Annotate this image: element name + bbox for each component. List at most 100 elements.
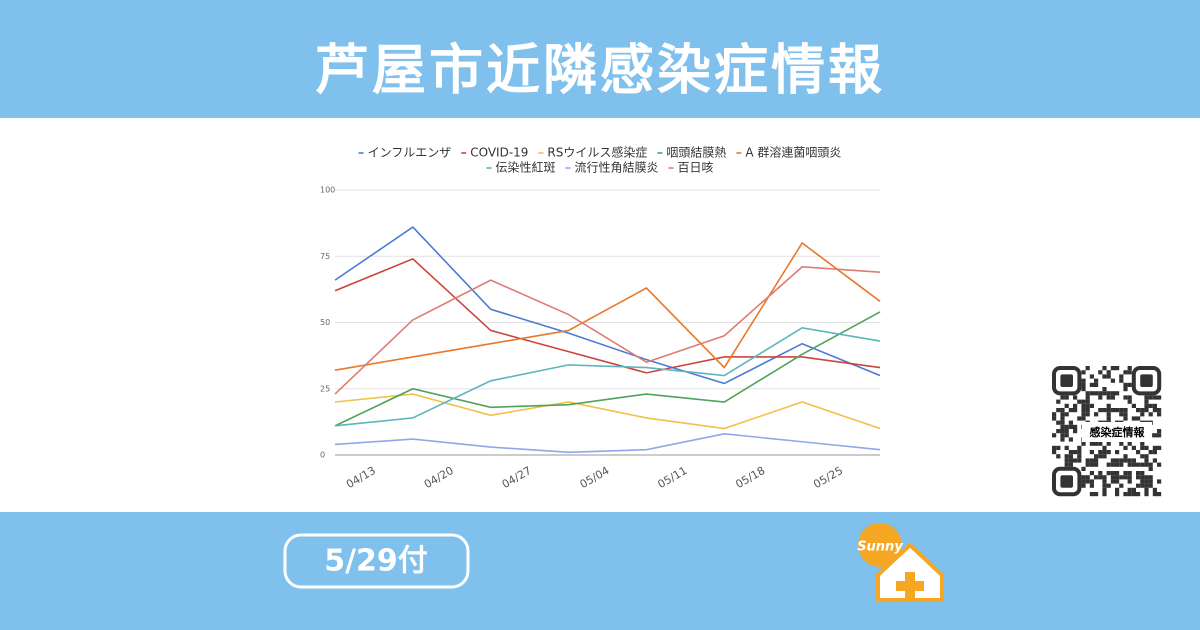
qr-module	[1106, 441, 1111, 446]
qr-module	[1140, 471, 1145, 476]
qr-module	[1123, 471, 1128, 476]
qr-module	[1110, 408, 1115, 413]
qr-module	[1089, 441, 1094, 446]
qr-module	[1085, 395, 1090, 400]
qr-module	[1157, 429, 1162, 434]
qr-module	[1131, 462, 1136, 467]
qr-module	[1102, 445, 1107, 450]
qr-module	[1140, 479, 1145, 484]
qr-module	[1127, 471, 1132, 476]
qr-module	[1115, 475, 1120, 480]
qr-module	[1081, 483, 1086, 488]
y-tick-label: 0	[320, 451, 325, 460]
qr-module	[1098, 450, 1103, 455]
qr-module	[1148, 483, 1153, 488]
series-line	[334, 432, 881, 454]
qr-finder-core	[1060, 475, 1073, 488]
qr-module	[1144, 445, 1149, 450]
qr-module	[1110, 378, 1115, 383]
qr-module	[1106, 450, 1111, 455]
qr-module	[1085, 458, 1090, 463]
qr-module	[1115, 471, 1120, 476]
legend-row: 伝染性紅斑 流行性角結膜炎 百日咳	[486, 160, 714, 175]
qr-module	[1123, 445, 1128, 450]
qr-module	[1094, 458, 1099, 463]
qr-module	[1089, 403, 1094, 408]
qr-module	[1081, 441, 1086, 446]
qr-module	[1127, 370, 1132, 375]
qr-module	[1073, 458, 1078, 463]
qr-module	[1085, 403, 1090, 408]
qr-module	[1127, 382, 1132, 387]
series-line	[334, 311, 881, 427]
qr-module	[1123, 454, 1128, 459]
qr-module	[1052, 433, 1057, 438]
qr-module	[1127, 479, 1132, 484]
qr-module	[1085, 462, 1090, 467]
qr-module	[1106, 374, 1111, 379]
qr-module	[1098, 370, 1103, 375]
qr-module	[1098, 408, 1103, 413]
qr-module	[1119, 458, 1124, 463]
qr-module	[1102, 475, 1107, 480]
legend-label: インフルエンザ	[368, 146, 452, 160]
qr-module	[1102, 492, 1107, 497]
qr-module	[1098, 471, 1103, 476]
series-line	[334, 393, 881, 430]
qr-module	[1068, 424, 1073, 429]
qr-module	[1056, 445, 1061, 450]
qr-module	[1127, 487, 1132, 492]
qr-module	[1148, 403, 1153, 408]
qr-module	[1123, 387, 1128, 392]
qr-module	[1085, 399, 1090, 404]
qr-module	[1102, 454, 1107, 459]
qr-module	[1094, 378, 1099, 383]
qr-module	[1060, 416, 1065, 421]
qr-module	[1106, 408, 1111, 413]
qr-module	[1102, 391, 1107, 396]
qr-module	[1089, 382, 1094, 387]
qr-module	[1102, 408, 1107, 413]
qr-module	[1119, 441, 1124, 446]
qr-module	[1106, 483, 1111, 488]
qr-module	[1064, 462, 1069, 467]
qr-module	[1064, 445, 1069, 450]
qr-module	[1106, 395, 1111, 400]
qr-module	[1136, 450, 1141, 455]
qr-module	[1131, 445, 1136, 450]
qr-module	[1094, 382, 1099, 387]
qr-module	[1102, 450, 1107, 455]
legend-label: 咽頭結膜熱	[666, 146, 726, 160]
qr-module	[1060, 408, 1065, 413]
qr-module	[1140, 462, 1145, 467]
logo-cross	[896, 572, 924, 600]
qr-module	[1060, 395, 1065, 400]
qr-module	[1085, 412, 1090, 417]
qr-module	[1073, 395, 1078, 400]
qr-module	[1127, 475, 1132, 480]
qr-module	[1123, 458, 1128, 463]
qr-module	[1123, 475, 1128, 480]
qr-module	[1140, 412, 1145, 417]
qr-module	[1152, 450, 1157, 455]
qr-module	[1056, 420, 1061, 425]
qr-module	[1060, 437, 1065, 442]
qr-module	[1115, 492, 1120, 497]
qr-module	[1110, 458, 1115, 463]
qr-module	[1060, 420, 1065, 425]
qr-module	[1123, 412, 1128, 417]
y-tick-label: 100	[320, 186, 335, 195]
qr-module	[1085, 479, 1090, 484]
qr-module	[1068, 450, 1073, 455]
legend-row: インフルエンザ COVID-19 RSウイルス感染症 咽頭結膜熱 A 群溶連菌咽頭炎	[358, 145, 841, 160]
qr-module	[1073, 450, 1078, 455]
series-line	[334, 257, 881, 374]
legend-label: 百日咳	[678, 161, 714, 175]
qr-module	[1102, 483, 1107, 488]
qr-finder-core	[1060, 374, 1073, 387]
qr-module	[1110, 475, 1115, 480]
qr-module	[1081, 399, 1086, 404]
qr-module	[1115, 391, 1120, 396]
qr-module	[1073, 429, 1078, 434]
qr-module	[1131, 492, 1136, 497]
